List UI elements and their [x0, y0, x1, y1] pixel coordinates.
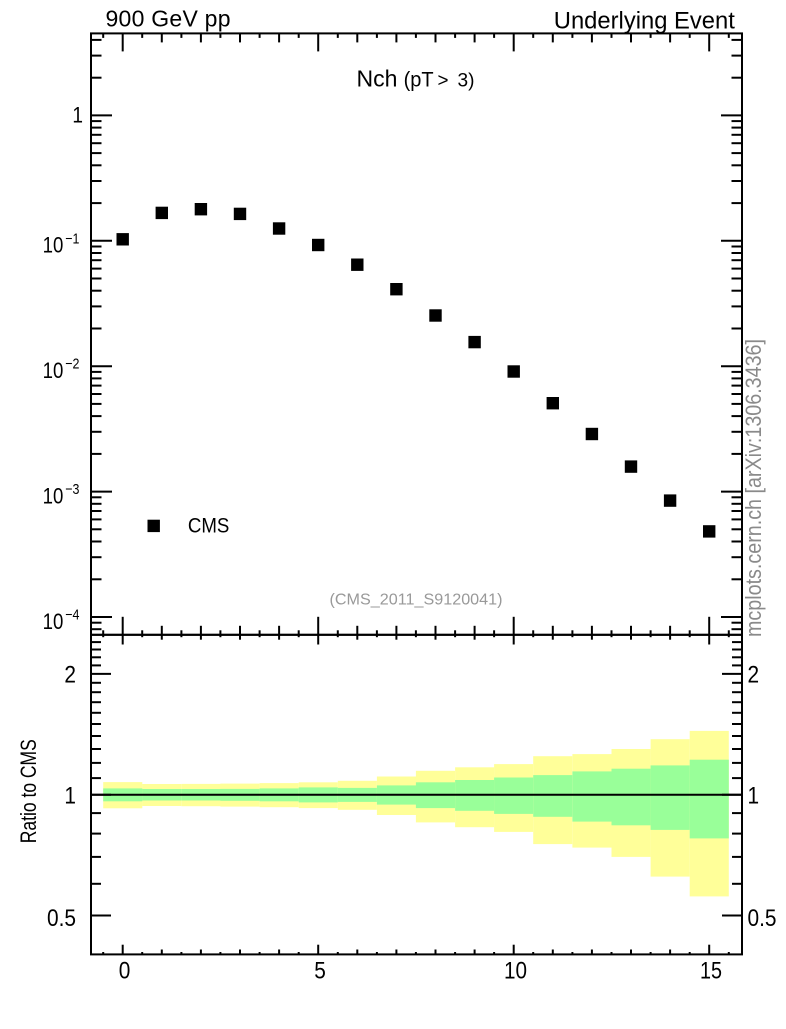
svg-text:mcplots.cern.ch [arXiv:1306.34: mcplots.cern.ch [arXiv:1306.3436] — [741, 339, 766, 637]
svg-text:10: 10 — [504, 957, 527, 984]
svg-text:−3: −3 — [65, 481, 79, 498]
svg-text:1: 1 — [748, 783, 760, 810]
svg-text:2: 2 — [64, 662, 76, 689]
svg-text:−4: −4 — [65, 607, 79, 624]
svg-text:Ratio to CMS: Ratio to CMS — [16, 739, 41, 843]
svg-text:>: > — [438, 70, 449, 91]
svg-text:10: 10 — [43, 233, 64, 258]
svg-text:−2: −2 — [65, 356, 79, 373]
svg-text:2: 2 — [748, 662, 760, 689]
svg-text:0: 0 — [119, 957, 131, 984]
svg-text:−1: −1 — [65, 230, 79, 247]
svg-text:3): 3) — [458, 70, 475, 91]
svg-text:10: 10 — [43, 484, 64, 509]
svg-text:900 GeV pp: 900 GeV pp — [106, 6, 231, 32]
svg-text:Underlying Event: Underlying Event — [554, 8, 735, 35]
svg-text:10: 10 — [43, 358, 64, 383]
svg-text:10: 10 — [43, 609, 64, 634]
svg-text:(pT: (pT — [404, 68, 434, 91]
svg-text:0.5: 0.5 — [47, 905, 76, 932]
svg-text:1: 1 — [64, 783, 76, 810]
svg-text:0.5: 0.5 — [748, 905, 777, 932]
svg-text:Nch: Nch — [357, 65, 398, 91]
svg-text:15: 15 — [700, 957, 722, 984]
svg-text:CMS: CMS — [188, 515, 230, 538]
svg-text:1: 1 — [72, 103, 83, 128]
svg-text:(CMS_2011_S9120041): (CMS_2011_S9120041) — [330, 592, 503, 609]
svg-text:5: 5 — [314, 957, 326, 984]
